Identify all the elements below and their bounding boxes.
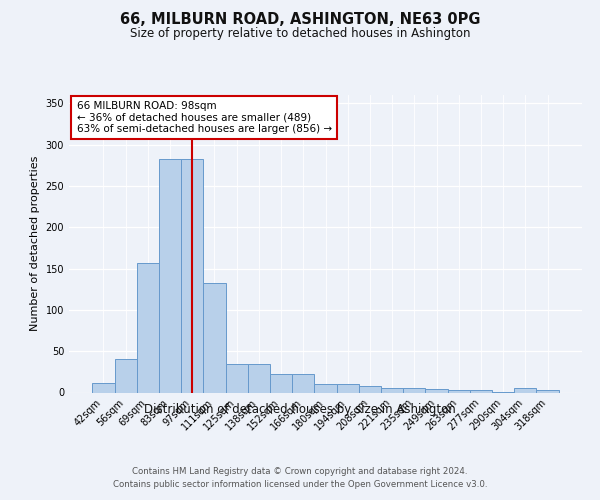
Bar [226, 364, 248, 392]
Text: Contains public sector information licensed under the Open Government Licence v3: Contains public sector information licen… [113, 480, 487, 489]
Bar [137, 263, 159, 392]
Bar [159, 158, 181, 392]
Bar [248, 364, 270, 392]
Text: Distribution of detached houses by size in Ashington: Distribution of detached houses by size … [144, 404, 456, 416]
Text: Size of property relative to detached houses in Ashington: Size of property relative to detached ho… [130, 28, 470, 40]
Bar [359, 386, 381, 392]
Text: 66 MILBURN ROAD: 98sqm
← 36% of detached houses are smaller (489)
63% of semi-de: 66 MILBURN ROAD: 98sqm ← 36% of detached… [77, 101, 332, 134]
Bar [448, 390, 470, 392]
Bar [92, 384, 115, 392]
Bar [270, 374, 292, 392]
Bar [381, 388, 403, 392]
Bar [314, 384, 337, 392]
Text: Contains HM Land Registry data © Crown copyright and database right 2024.: Contains HM Land Registry data © Crown c… [132, 468, 468, 476]
Bar [181, 158, 203, 392]
Bar [470, 390, 492, 392]
Bar [403, 388, 425, 392]
Y-axis label: Number of detached properties: Number of detached properties [30, 156, 40, 332]
Bar [115, 360, 137, 392]
Text: 66, MILBURN ROAD, ASHINGTON, NE63 0PG: 66, MILBURN ROAD, ASHINGTON, NE63 0PG [120, 12, 480, 28]
Bar [292, 374, 314, 392]
Bar [203, 282, 226, 393]
Bar [536, 390, 559, 392]
Bar [514, 388, 536, 392]
Bar [425, 389, 448, 392]
Bar [337, 384, 359, 392]
